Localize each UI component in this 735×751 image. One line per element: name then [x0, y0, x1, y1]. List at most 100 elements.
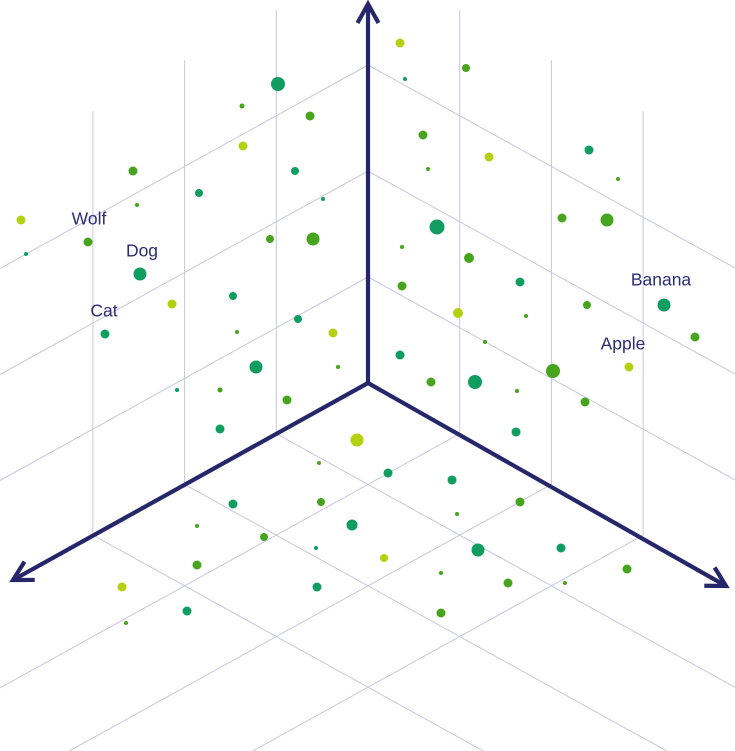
data-point — [397, 281, 407, 291]
data-point — [546, 364, 560, 378]
data-point — [515, 277, 525, 287]
data-point — [328, 328, 338, 338]
floor-gridline — [252, 534, 644, 751]
axes — [9, 0, 730, 589]
data-point — [24, 252, 28, 256]
floor-gridline — [276, 433, 735, 688]
data-point — [229, 292, 237, 300]
data-point — [657, 298, 671, 312]
data-point — [622, 564, 632, 574]
data-point — [600, 213, 614, 227]
data-point — [195, 189, 203, 197]
data-point — [447, 475, 457, 485]
data-point — [128, 166, 138, 176]
data-point — [515, 389, 519, 393]
floor-gridline — [0, 433, 460, 689]
data-point — [624, 362, 634, 372]
data-point — [336, 365, 340, 369]
data-point — [515, 497, 525, 507]
x-axis-line — [13, 381, 370, 581]
data-point — [266, 235, 274, 243]
data-point — [314, 546, 318, 550]
data-point — [455, 512, 459, 516]
floor-gridline — [92, 534, 484, 751]
data-point — [471, 543, 485, 557]
data-point — [235, 330, 239, 334]
left-wall-diagonal-gridline — [0, 170, 369, 375]
data-point — [464, 253, 474, 263]
data-point — [400, 245, 404, 249]
data-point — [306, 232, 320, 246]
point-label-apple: Apple — [601, 334, 646, 354]
data-point — [511, 427, 521, 437]
data-point — [133, 267, 147, 281]
point-label-cat: Cat — [90, 301, 117, 321]
data-point — [462, 64, 470, 72]
data-point — [429, 219, 445, 235]
data-point — [426, 167, 430, 171]
data-point — [117, 582, 127, 592]
data-point — [271, 77, 285, 91]
left-wall-diagonal-gridline — [0, 64, 369, 269]
data-point — [317, 498, 325, 506]
data-point — [557, 213, 567, 223]
data-point — [583, 301, 591, 309]
data-point — [135, 203, 139, 207]
point-label-banana: Banana — [631, 270, 692, 290]
annotation-labels: Wolf Dog Cat Banana Apple — [72, 209, 692, 354]
data-point — [100, 329, 110, 339]
data-point — [403, 77, 407, 81]
data-point — [238, 141, 248, 151]
left-wall-diagonal-gridline — [0, 276, 369, 481]
floor-gridline — [69, 483, 552, 751]
data-point — [418, 130, 428, 140]
data-point — [468, 375, 482, 389]
data-point — [580, 397, 590, 407]
data-point — [383, 468, 393, 478]
data-point — [124, 621, 128, 625]
data-point — [167, 299, 177, 309]
data-point — [228, 499, 238, 509]
data-point — [346, 519, 358, 531]
right-wall-diagonal-gridline — [367, 170, 735, 375]
data-point — [192, 560, 202, 570]
data-point — [453, 308, 463, 318]
data-point — [249, 360, 263, 374]
floor-gridline — [184, 483, 667, 751]
data-point — [395, 38, 405, 48]
data-point — [16, 215, 26, 225]
data-point — [175, 388, 179, 392]
data-point — [380, 554, 388, 562]
data-point — [439, 571, 443, 575]
data-point — [291, 167, 299, 175]
data-point — [426, 377, 436, 387]
data-point — [556, 543, 566, 553]
data-point — [690, 332, 700, 342]
data-point — [436, 608, 446, 618]
data-point — [563, 581, 567, 585]
grid-lines — [0, 9, 735, 751]
data-point — [294, 315, 302, 323]
z-axis-line — [366, 381, 726, 587]
data-point — [483, 340, 487, 344]
data-points — [16, 38, 700, 625]
data-point — [524, 314, 528, 318]
data-point — [305, 111, 315, 121]
data-point — [282, 395, 292, 405]
data-point — [217, 387, 223, 393]
data-point — [350, 433, 364, 447]
data-point — [260, 533, 268, 541]
data-point — [395, 350, 405, 360]
right-wall-diagonal-gridline — [367, 64, 735, 269]
data-point — [616, 177, 620, 181]
data-point — [584, 145, 594, 155]
data-point — [182, 606, 192, 616]
data-point — [317, 461, 321, 465]
data-point — [195, 524, 199, 528]
data-point — [321, 197, 325, 201]
z-axis-arrowhead-icon — [704, 566, 730, 589]
x-axis-arrowhead-icon — [9, 560, 35, 583]
data-point — [503, 578, 513, 588]
